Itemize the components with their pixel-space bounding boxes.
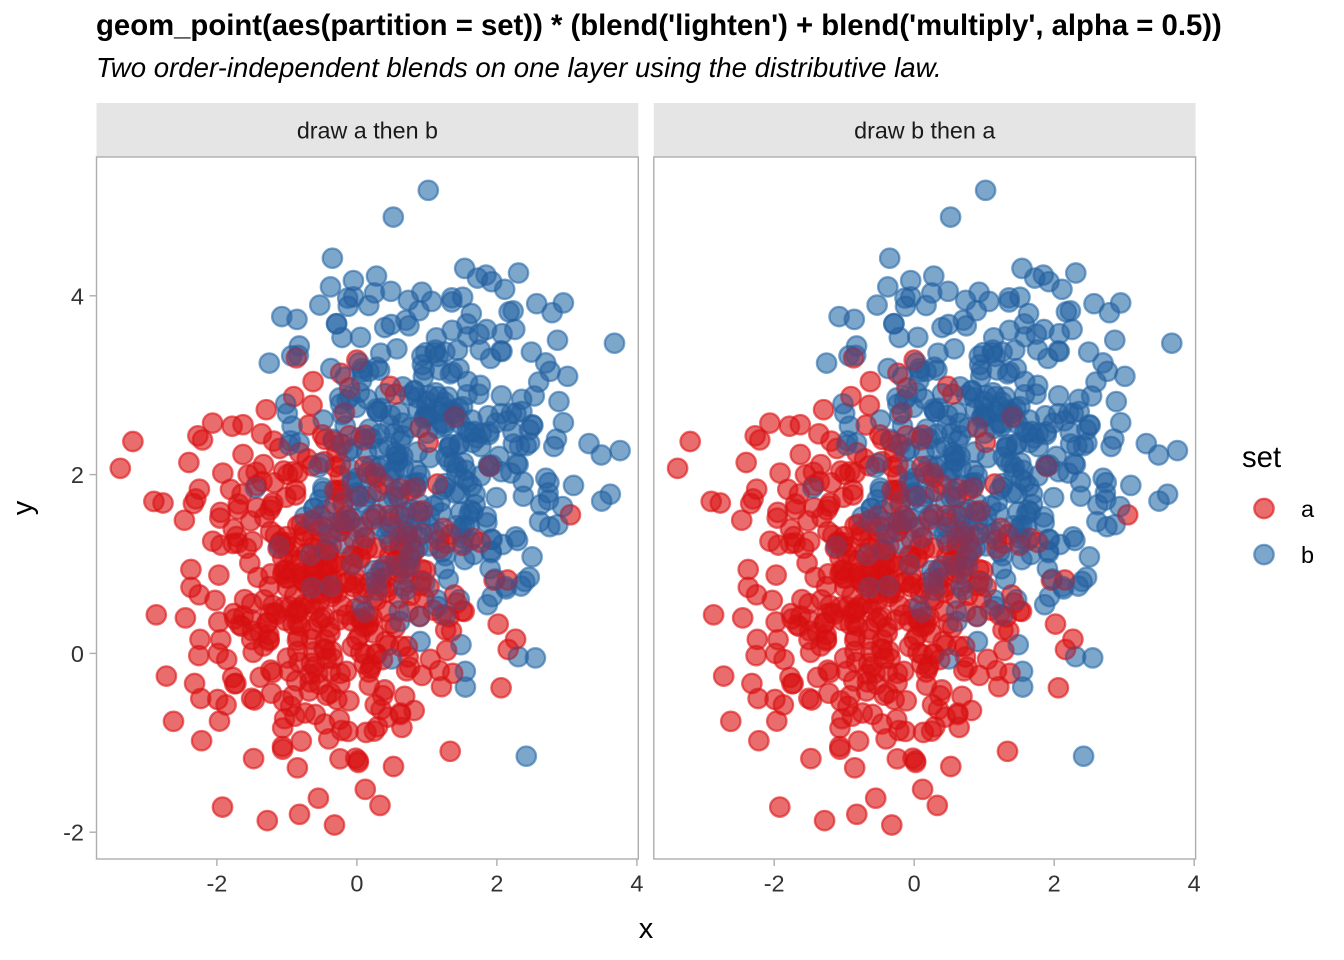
svg-text:a: a [1301, 496, 1315, 522]
svg-text:-2: -2 [764, 871, 785, 897]
svg-text:draw b then a: draw b then a [854, 117, 995, 143]
svg-text:Two order-independent blends o: Two order-independent blends on one laye… [96, 52, 942, 83]
svg-text:0: 0 [71, 641, 84, 667]
svg-text:b: b [1301, 542, 1314, 568]
svg-text:y: y [7, 500, 39, 515]
svg-text:draw a then b: draw a then b [297, 117, 438, 143]
svg-text:4: 4 [1188, 871, 1201, 897]
svg-text:2: 2 [490, 871, 503, 897]
svg-text:0: 0 [350, 871, 363, 897]
svg-text:x: x [639, 913, 654, 945]
svg-text:0: 0 [908, 871, 921, 897]
svg-text:geom_point(aes(partition = set: geom_point(aes(partition = set)) * (blen… [96, 9, 1222, 42]
svg-text:2: 2 [1048, 871, 1061, 897]
svg-text:4: 4 [71, 283, 84, 309]
svg-text:4: 4 [630, 871, 643, 897]
svg-text:-2: -2 [206, 871, 227, 897]
svg-text:-2: -2 [63, 820, 84, 846]
svg-text:2: 2 [71, 462, 84, 488]
svg-text:set: set [1242, 441, 1281, 474]
